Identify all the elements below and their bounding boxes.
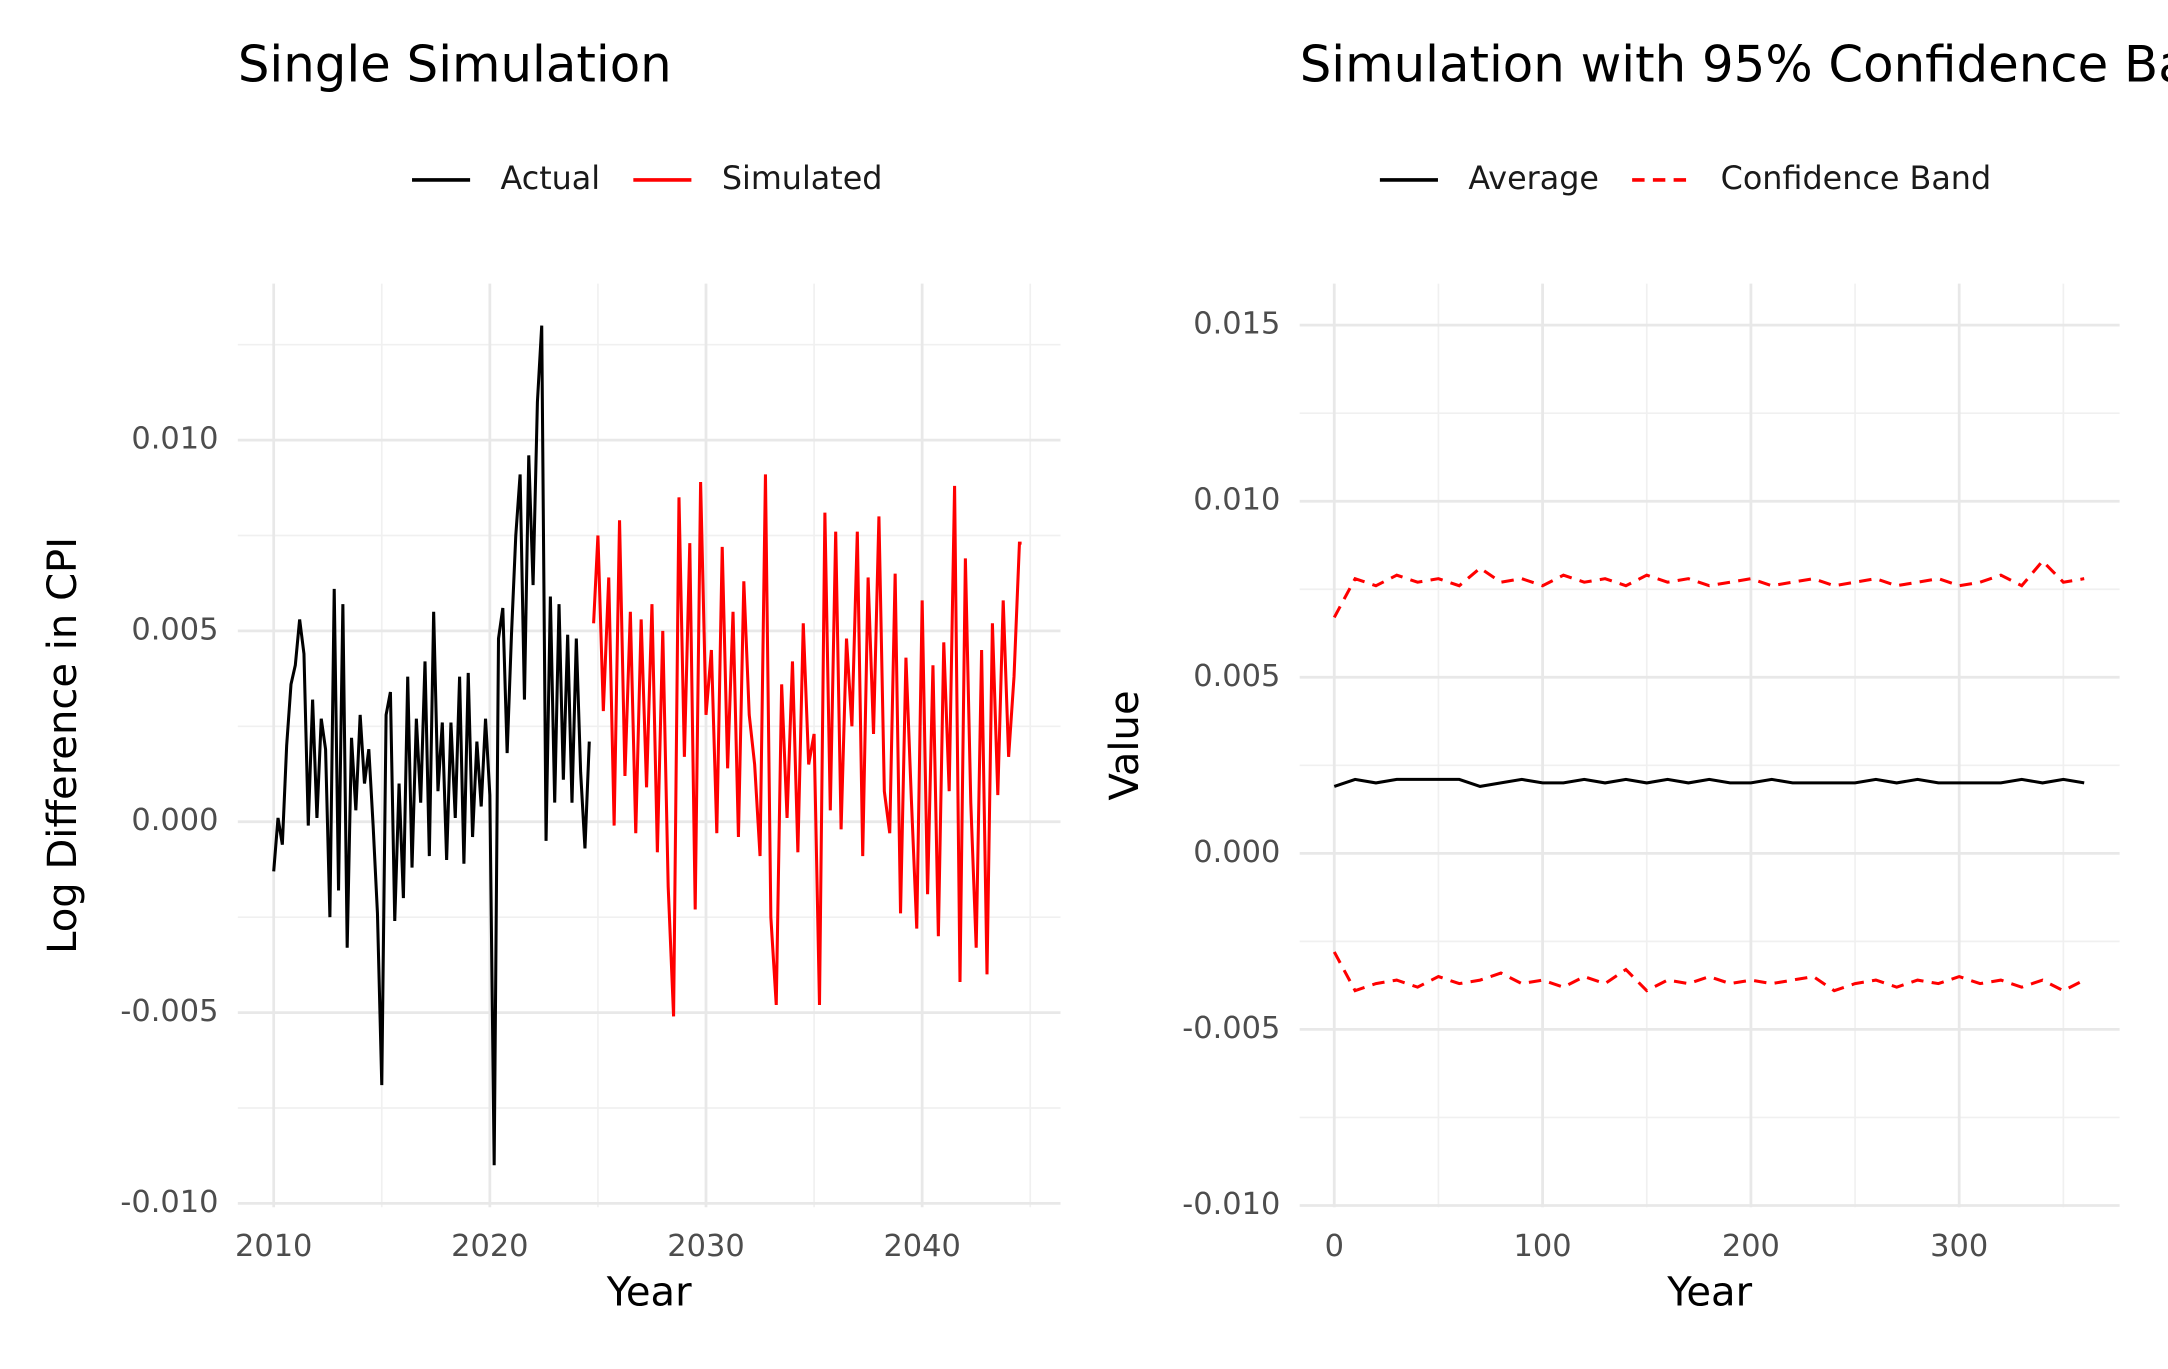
y-tick-label: -0.010 <box>120 1185 218 1220</box>
chart-title: Simulation with 95% Confidence Band <box>1300 35 2168 93</box>
x-tick-label: 0 <box>1325 1229 1344 1264</box>
x-axis-label: Year <box>606 1269 692 1315</box>
y-tick-label: 0.010 <box>131 422 218 457</box>
series-line <box>1333 777 2085 788</box>
y-axis-label: Log Difference in CPI <box>40 537 86 954</box>
y-tick-label: 0.015 <box>1193 307 1280 342</box>
legend-label: Simulated <box>722 160 883 197</box>
x-tick-label: 100 <box>1514 1229 1572 1264</box>
x-tick-label: 2010 <box>235 1229 312 1264</box>
y-axis-label: Value <box>1102 690 1148 800</box>
x-tick-label: 200 <box>1722 1229 1780 1264</box>
y-tick-label: 0.000 <box>1193 835 1280 870</box>
legend-label: Actual <box>501 160 601 197</box>
x-axis-label: Year <box>1666 1269 1752 1315</box>
y-tick-label: 0.005 <box>131 612 218 647</box>
y-tick-label: -0.005 <box>1182 1011 1280 1046</box>
x-tick-label: 300 <box>1930 1229 1988 1264</box>
legend-label: Confidence Band <box>1721 160 1992 197</box>
series-line <box>272 325 591 1166</box>
y-tick-label: 0.010 <box>1193 483 1280 518</box>
y-tick-label: 0.005 <box>1193 659 1280 694</box>
legend-label: Average <box>1468 160 1599 197</box>
series-line <box>592 474 1022 1017</box>
y-tick-label: -0.005 <box>120 994 218 1029</box>
chart-title: Single Simulation <box>238 35 672 93</box>
series-line <box>1332 558 2085 619</box>
x-tick-label: 2040 <box>883 1229 960 1264</box>
x-tick-label: 2030 <box>667 1229 744 1264</box>
x-tick-label: 2020 <box>451 1229 528 1264</box>
y-tick-label: 0.000 <box>131 803 218 838</box>
y-tick-label: -0.010 <box>1182 1187 1280 1222</box>
band-lower-line <box>1332 951 2085 993</box>
